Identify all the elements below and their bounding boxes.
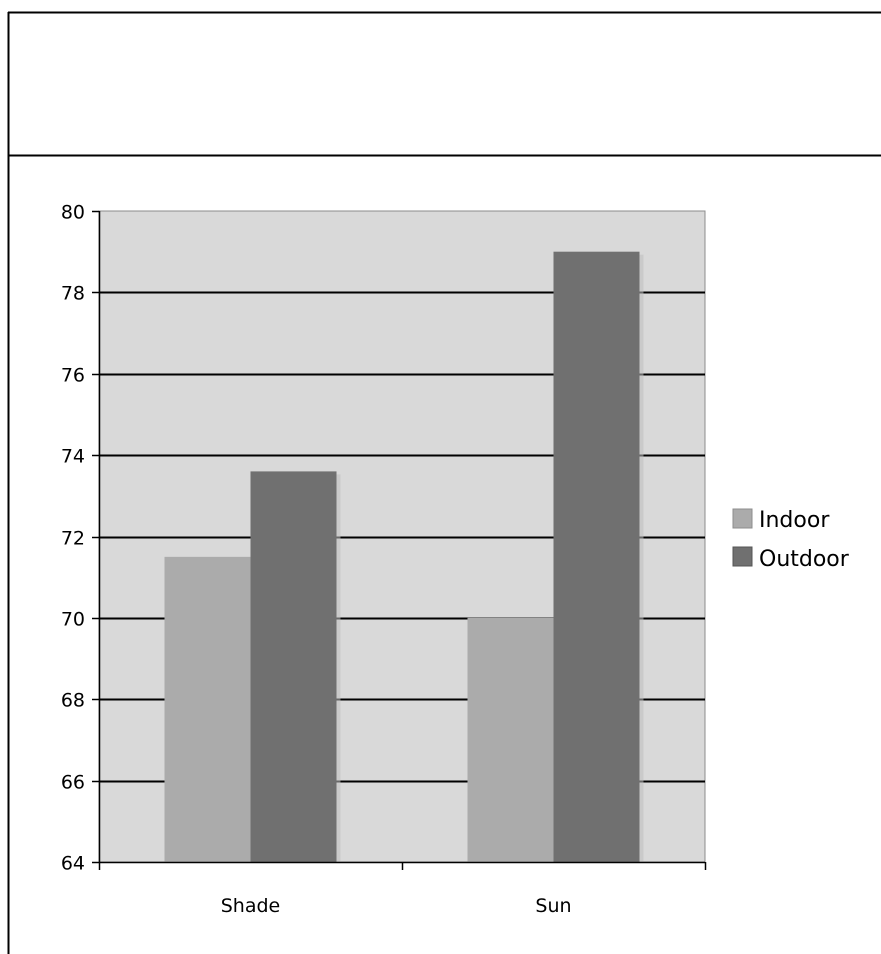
- x-axis-ticks: Shade Sun: [98, 862, 707, 917]
- y-tick-label: 72: [61, 528, 85, 550]
- y-tick-label: 76: [61, 365, 85, 387]
- y-tick-label: 80: [61, 202, 85, 224]
- y-axis-ticks: 64 66 68 70 72 74 76 78 80: [61, 202, 99, 875]
- legend-item-indoor: Indoor: [732, 508, 830, 533]
- y-tick-label: 64: [61, 853, 85, 875]
- bar-outdoor-shade: [250, 471, 337, 862]
- bar-indoor-sun: [467, 617, 554, 862]
- legend-label-outdoor: Outdoor: [759, 547, 850, 572]
- legend: Indoor Outdoor: [732, 508, 850, 572]
- y-tick-label: 66: [61, 772, 85, 794]
- x-tick-label: Shade: [221, 895, 281, 917]
- x-tick-label: Sun: [535, 895, 571, 917]
- bar-outdoor-sun: [553, 251, 640, 862]
- legend-item-outdoor: Outdoor: [732, 546, 850, 572]
- legend-label-indoor: Indoor: [759, 508, 830, 533]
- y-tick-label: 70: [61, 609, 85, 631]
- y-tick-label: 74: [61, 446, 85, 468]
- y-tick-label: 78: [61, 283, 85, 305]
- y-tick-label: 68: [61, 690, 85, 712]
- legend-swatch-outdoor: [732, 546, 753, 567]
- bars: [164, 251, 644, 862]
- legend-swatch-indoor: [732, 508, 753, 529]
- bar-indoor-shade: [164, 556, 251, 862]
